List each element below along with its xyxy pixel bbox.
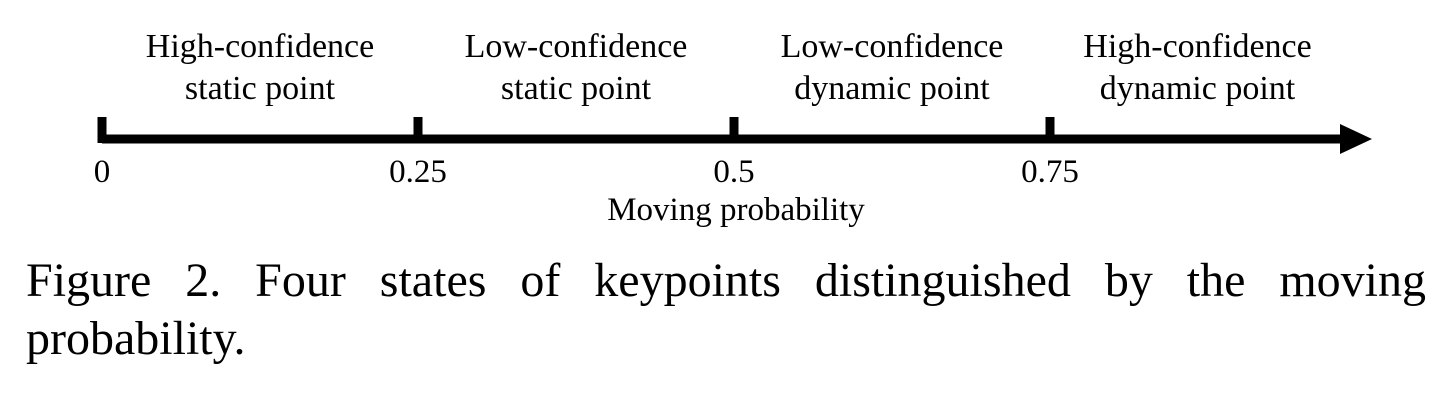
tick-mark xyxy=(1045,117,1055,143)
region-label-line2: static point xyxy=(184,70,336,107)
axis-arrowhead xyxy=(1340,124,1372,154)
tick-label: 0.75 xyxy=(1021,154,1079,190)
axis-title: Moving probability xyxy=(607,192,865,228)
tick-mark xyxy=(97,117,107,143)
region-label: Low-confidence static point xyxy=(426,26,726,110)
region-label-line1: High-confidence xyxy=(145,28,375,65)
figure-caption: Figure 2. Four states of keypoints disti… xyxy=(26,254,1426,365)
tick-label: 0.5 xyxy=(713,154,755,190)
region-label-line1: Low-confidence xyxy=(780,28,1004,65)
region-label-line2: static point xyxy=(500,70,652,107)
tick-marks xyxy=(97,117,1055,143)
tick-mark xyxy=(413,117,423,143)
region-label: High-confidence dynamic point xyxy=(1048,26,1348,110)
region-label: High-confidence static point xyxy=(110,26,410,110)
tick-label: 0.25 xyxy=(389,154,447,190)
region-label: Low-confidence dynamic point xyxy=(742,26,1042,110)
region-label-line1: High-confidence xyxy=(1083,28,1312,65)
region-label-line2: dynamic point xyxy=(1099,70,1296,107)
region-label-line2: dynamic point xyxy=(794,70,990,107)
tick-mark xyxy=(729,117,739,143)
region-label-line1: Low-confidence xyxy=(464,28,688,65)
tick-label: 0 xyxy=(93,154,111,190)
